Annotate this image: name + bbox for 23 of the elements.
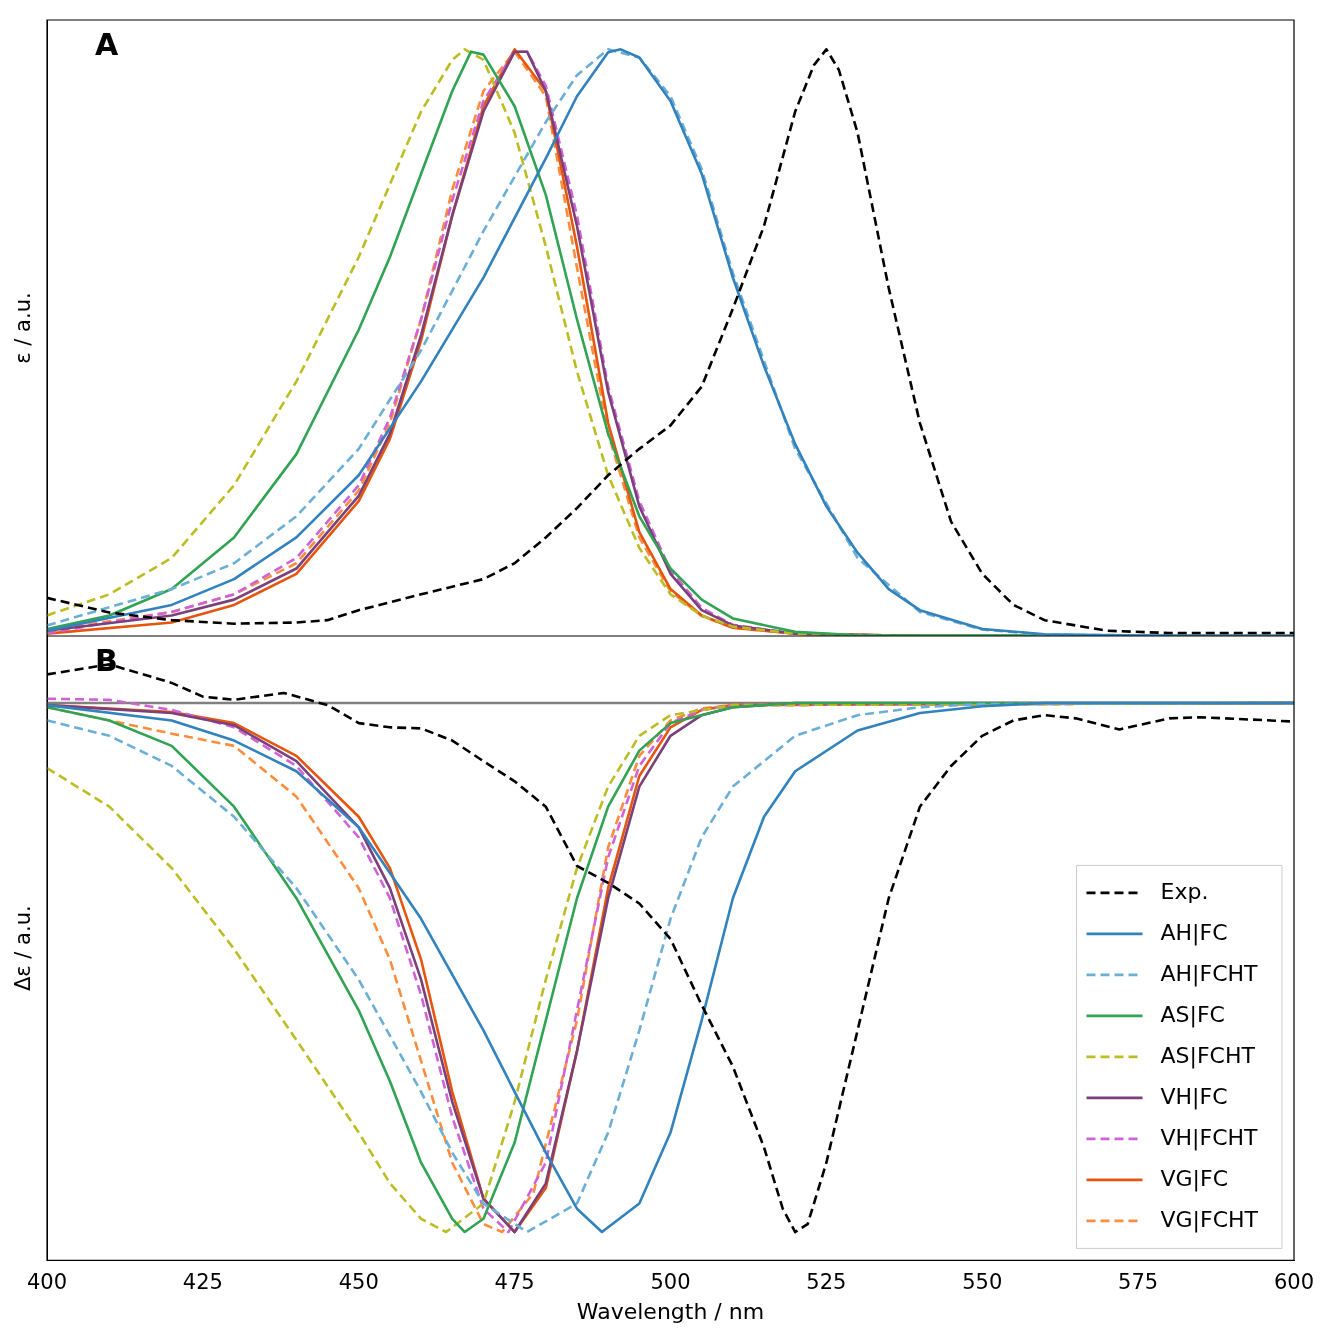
legend-label: VH|FC [1160,1083,1228,1110]
x-tick-label: 450 [338,1270,379,1295]
x-axis-title: Wavelength / nm [576,1298,765,1324]
x-tick-label: 425 [182,1270,223,1295]
annotation: B [95,642,118,678]
legend-label: AH|FC [1160,919,1228,946]
y-axis-title: ε / a.u. [11,292,36,364]
legend-label: VG|FC [1160,1165,1229,1192]
x-tick-label: 400 [26,1270,68,1295]
legend-label: VG|FCHT [1160,1206,1259,1233]
x-tick-label: 600 [1273,1270,1315,1295]
legend-label: AH|FCHT [1160,960,1259,987]
annotation: A [95,26,119,62]
x-tick-label: 550 [962,1270,1003,1295]
x-tick-label: 525 [806,1270,847,1295]
legend-label: VH|FCHT [1160,1124,1259,1151]
legend-label: AS|FC [1160,1001,1225,1028]
legend-label: AS|FCHT [1160,1042,1256,1069]
y-axis-title: Δε / a.u. [11,905,36,992]
legend-label: Exp. [1160,878,1209,904]
x-tick-label: 500 [650,1270,691,1295]
x-tick-label: 575 [1118,1270,1159,1295]
x-tick-label: 475 [494,1270,535,1295]
